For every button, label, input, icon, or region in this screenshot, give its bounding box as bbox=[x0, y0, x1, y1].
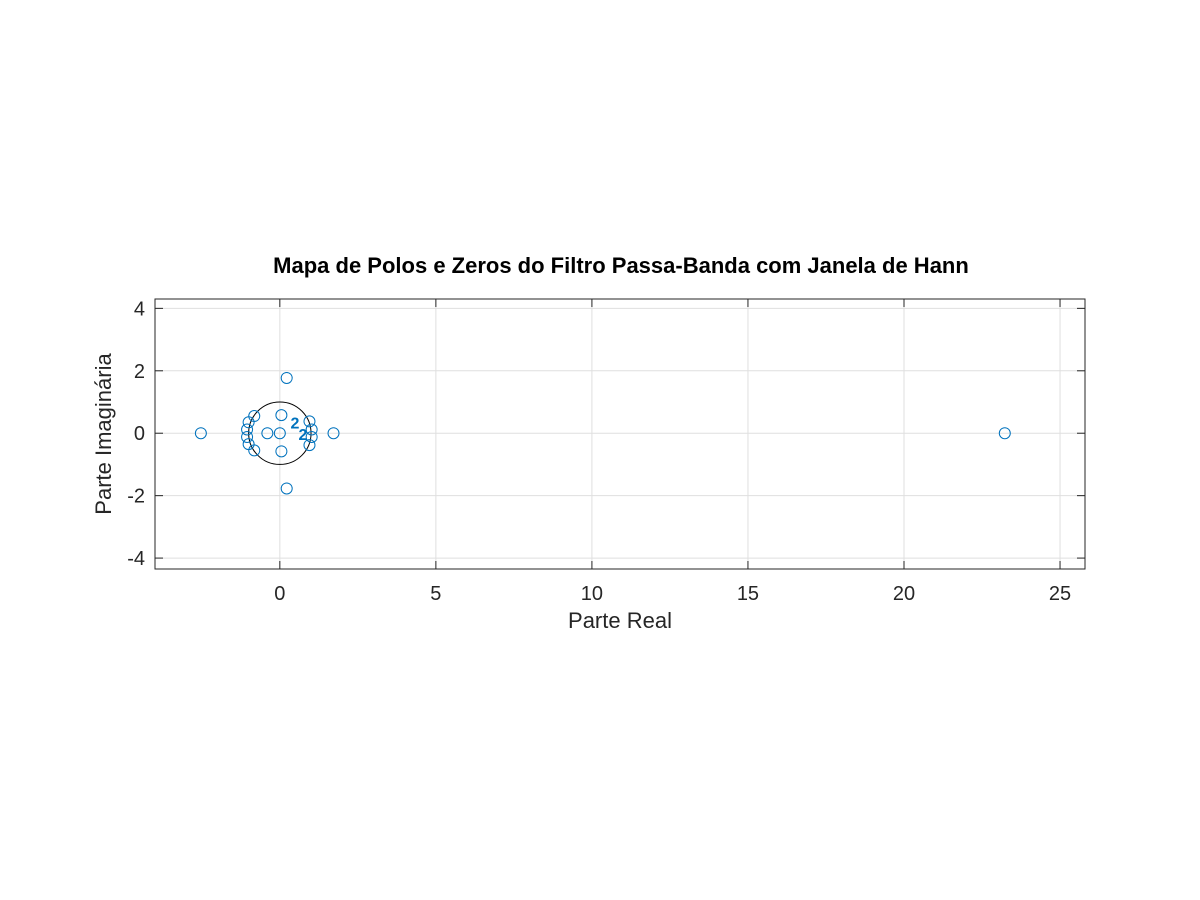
pole-zero-markers bbox=[194, 371, 1011, 495]
zero-marker bbox=[998, 427, 1011, 440]
zero-marker bbox=[280, 482, 293, 495]
y-axis-label: Parte Imaginária bbox=[91, 353, 116, 515]
y-tick-label: 4 bbox=[134, 298, 145, 320]
axes-frame bbox=[154, 298, 1086, 570]
unit-circle bbox=[248, 401, 312, 465]
x-axis-label: Parte Real bbox=[568, 608, 672, 633]
grid-lines bbox=[155, 299, 1085, 569]
zero-marker bbox=[261, 427, 274, 440]
zero-marker bbox=[273, 427, 286, 440]
axis-ticks bbox=[155, 299, 1085, 569]
zero-marker bbox=[241, 430, 254, 443]
chart-title: Mapa de Polos e Zeros do Filtro Passa-Ba… bbox=[273, 253, 969, 278]
multiplicity-annotations: 22 bbox=[290, 416, 307, 445]
y-tick-label: -4 bbox=[127, 548, 145, 570]
x-tick-label: 20 bbox=[893, 583, 915, 605]
x-tick-label: 15 bbox=[737, 583, 759, 605]
y-tick-labels: -4 -2 0 2 4 bbox=[127, 298, 145, 570]
y-tick-label: 0 bbox=[134, 423, 145, 445]
x-tick-label: 10 bbox=[581, 583, 603, 605]
zero-marker bbox=[305, 430, 318, 443]
x-tick-label: 5 bbox=[430, 583, 441, 605]
zero-marker bbox=[241, 423, 254, 436]
zero-marker bbox=[275, 409, 288, 422]
x-tick-labels: 0 5 10 15 20 25 bbox=[274, 583, 1071, 605]
multiplicity-label: 2 bbox=[299, 427, 308, 444]
zero-marker bbox=[303, 439, 316, 452]
y-tick-label: -2 bbox=[127, 486, 145, 508]
zero-marker bbox=[248, 410, 261, 423]
zero-marker bbox=[248, 444, 261, 457]
zero-marker bbox=[194, 427, 207, 440]
x-tick-label: 25 bbox=[1049, 583, 1071, 605]
unit-circle-outline bbox=[248, 401, 312, 465]
multiplicity-label: 2 bbox=[290, 416, 299, 433]
zero-marker bbox=[327, 427, 340, 440]
y-tick-label: 2 bbox=[134, 361, 145, 383]
x-tick-label: 0 bbox=[274, 583, 285, 605]
plot-area bbox=[155, 299, 1085, 569]
zero-marker bbox=[280, 371, 293, 384]
zero-marker bbox=[275, 445, 288, 458]
zero-marker bbox=[303, 415, 316, 428]
zero-marker bbox=[305, 423, 318, 436]
